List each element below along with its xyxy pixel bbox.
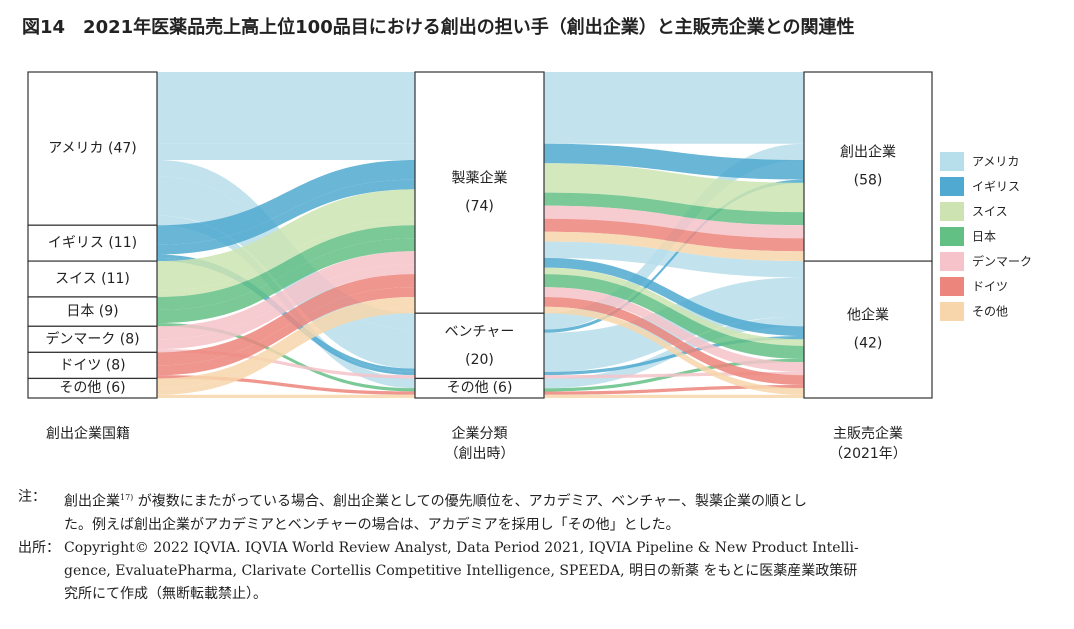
flow-stage2 xyxy=(544,257,804,337)
flow-stage2 xyxy=(544,143,804,180)
flow-stage2 xyxy=(544,192,804,226)
node-value: (6) xyxy=(493,380,513,396)
flow-stage1 xyxy=(157,143,415,161)
legend-label: その他 xyxy=(972,305,1008,319)
flow-stage1 xyxy=(157,264,415,350)
node-value: (42) xyxy=(854,336,883,352)
flow-stage1 xyxy=(157,323,415,392)
flow-stage2 xyxy=(544,287,804,372)
flow-stage2 xyxy=(544,179,804,333)
note-text: 創出企業 xyxy=(64,493,120,510)
note-label: 注： xyxy=(18,489,46,505)
note-text: た。例えば創出企業がアカデミアとベンチャーの場合は、アカデミアを採用し「その他」… xyxy=(64,516,680,533)
flow-stage2 xyxy=(544,306,804,395)
flow-stage2 xyxy=(544,205,804,239)
legend-label: 日本 xyxy=(972,230,996,244)
flow-stage1 xyxy=(157,238,415,324)
column-caption: （創出時） xyxy=(445,446,515,462)
flow-stage1 xyxy=(157,251,415,340)
node-label: 他企業 xyxy=(847,307,889,324)
node xyxy=(414,377,545,399)
legend-swatch xyxy=(940,227,964,246)
flow-stage1 xyxy=(157,218,415,297)
flow-stage2 xyxy=(544,241,804,278)
node xyxy=(27,260,158,298)
node xyxy=(27,296,158,327)
legend-label: デンマーク xyxy=(972,254,1032,269)
node xyxy=(803,71,933,262)
legend-swatch xyxy=(940,252,964,271)
chart-title: 図14 2021年医薬品売上高上位100品目における創出の担い手（創出企業）と主… xyxy=(22,16,855,38)
source-line: 究所にて作成（無断転載禁止）。 xyxy=(64,585,267,602)
flow-stage1 xyxy=(157,274,415,366)
flow-stage1 xyxy=(157,225,415,310)
node-label: イギリス (11) xyxy=(48,235,137,251)
chart: 図14 2021年医薬品売上高上位100品目における創出の担い手（創出企業）と主… xyxy=(22,16,1032,462)
source-text: Copyright© 2022 IQVIA. IQVIA World Revie… xyxy=(64,537,859,606)
node-label: その他 (6) xyxy=(59,380,125,396)
flow-stage1 xyxy=(157,394,415,398)
node-label: 創出企業 xyxy=(840,144,896,161)
legend-label: スイス xyxy=(972,205,1008,219)
flow-stage1 xyxy=(157,306,415,395)
flow-stage1 xyxy=(157,179,415,255)
node-label: スイス (11) xyxy=(55,271,130,287)
flow-stage1 xyxy=(157,296,415,389)
flow-stage1 xyxy=(157,160,415,245)
column-caption: 企業分類 xyxy=(452,425,508,442)
node-value: (58) xyxy=(854,173,883,189)
node-label: ドイツ (8) xyxy=(59,357,125,373)
flow-stage2 xyxy=(544,394,804,398)
node-label: デンマーク (8) xyxy=(45,330,139,347)
node-label: 製薬企業 xyxy=(452,170,508,187)
node xyxy=(27,71,158,226)
legend-swatch xyxy=(940,277,964,296)
node-label: ベンチャー xyxy=(445,324,515,340)
legend-swatch xyxy=(940,202,964,221)
flow-stage2 xyxy=(544,163,804,213)
legend-label: アメリカ xyxy=(972,155,1019,169)
flow-stage1 xyxy=(157,72,415,144)
column-caption: （2021年） xyxy=(829,446,907,462)
legend-label: ドイツ xyxy=(972,280,1008,294)
node-name: その他 xyxy=(447,380,489,396)
legend-label: イギリス xyxy=(972,180,1020,194)
flow-stage2 xyxy=(544,274,804,359)
node-value: (74) xyxy=(465,199,494,215)
source-label: 出所： xyxy=(18,539,60,556)
flow-stage2 xyxy=(544,72,804,144)
flow-stage2 xyxy=(544,384,804,395)
column-caption: 創出企業国籍 xyxy=(46,425,130,442)
node-label: アメリカ (47) xyxy=(48,141,137,157)
flow-stage2 xyxy=(544,267,804,346)
node xyxy=(27,377,158,399)
node xyxy=(803,260,933,399)
flow-stage2 xyxy=(544,218,804,252)
node xyxy=(27,351,158,380)
flow-stage1 xyxy=(157,287,415,376)
note-text: 創出企業17) が複数にまたがっている場合、創出企業としての優先順位を、アカデミ… xyxy=(64,486,807,537)
legend-swatch xyxy=(940,152,964,171)
flow-stage2 xyxy=(544,336,804,376)
node xyxy=(414,71,545,314)
column-caption: 主販売企業 xyxy=(833,425,903,442)
source-row: 出所： Copyright© 2022 IQVIA. IQVIA World R… xyxy=(18,537,1063,606)
note-text: が複数にまたがっている場合、創出企業としての優先順位を、アカデミア、ベンチャー、… xyxy=(133,493,807,510)
flow-stage2 xyxy=(544,296,804,385)
legend-swatch xyxy=(940,177,964,196)
note-sup: 17) xyxy=(120,493,134,502)
node-label: その他 (6) xyxy=(447,380,513,396)
notes: 注： 創出企業17) が複数にまたがっている場合、創出企業としての優先順位を、ア… xyxy=(18,486,1063,606)
flow-stage1 xyxy=(157,349,415,379)
node-value: (20) xyxy=(465,352,494,368)
flow-stage2 xyxy=(544,231,804,262)
source-line: Copyright© 2022 IQVIA. IQVIA World Revie… xyxy=(64,539,859,556)
node-label: 日本 (9) xyxy=(66,304,118,320)
note-row: 注： 創出企業17) が複数にまたがっている場合、創出企業としての優先順位を、ア… xyxy=(18,486,1063,537)
node xyxy=(27,224,158,262)
legend-swatch xyxy=(940,302,964,321)
flow-stage1 xyxy=(157,189,415,291)
source-line: gence, EvaluatePharma, Clarivate Cortell… xyxy=(64,562,858,579)
